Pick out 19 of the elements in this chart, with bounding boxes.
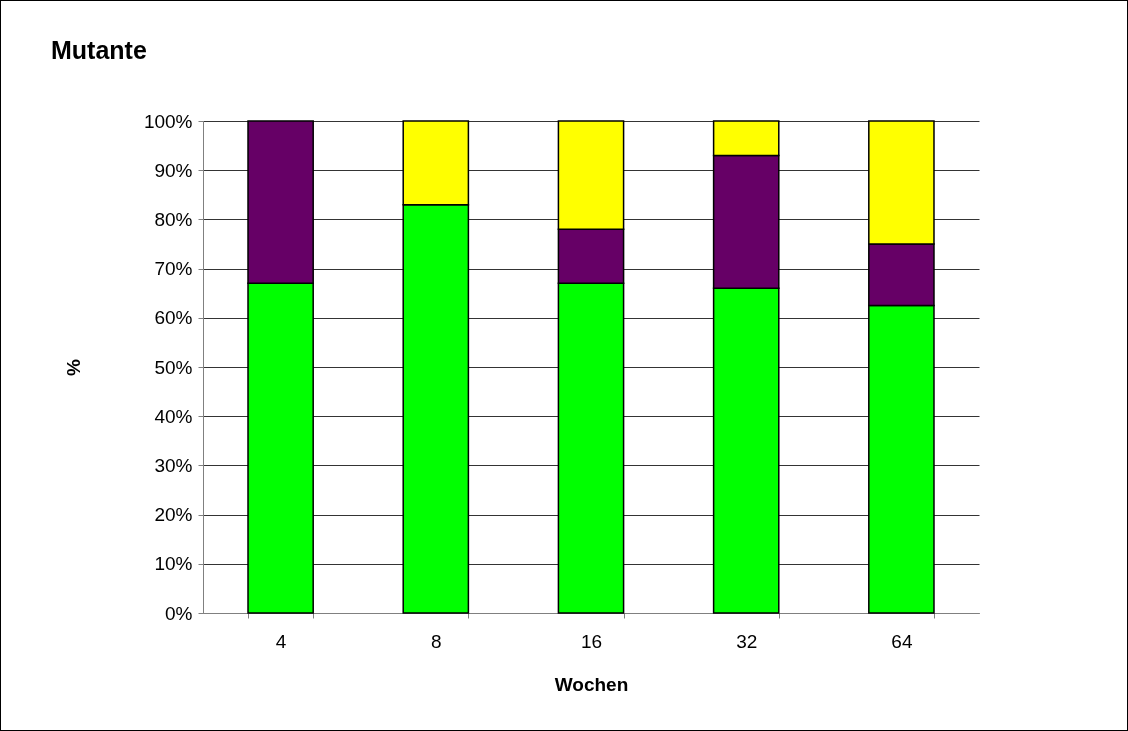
- y-axis-title: %: [62, 358, 84, 376]
- y-tick-label: 30%: [154, 454, 193, 476]
- y-tick-label: 80%: [154, 208, 193, 230]
- y-tick-label: 100%: [143, 110, 193, 132]
- y-tick-label: 50%: [154, 356, 193, 378]
- y-tick-label: 20%: [154, 504, 193, 526]
- x-tick-label: 8: [431, 630, 442, 652]
- x-tick-label: 64: [891, 630, 913, 652]
- y-tick-label: 60%: [154, 307, 193, 329]
- y-tick-label: 0%: [165, 602, 193, 624]
- y-tick-label: 90%: [154, 159, 193, 181]
- x-tick-label: 4: [275, 630, 287, 652]
- y-tick-label: 40%: [154, 405, 193, 427]
- y-tick-label: 10%: [154, 553, 193, 575]
- x-axis-title: Wochen: [554, 673, 629, 695]
- y-tick-label: 70%: [154, 258, 193, 280]
- chart-title: Mutante: [51, 36, 147, 64]
- x-tick-label: 32: [736, 630, 758, 652]
- x-tick-label: 16: [580, 630, 603, 652]
